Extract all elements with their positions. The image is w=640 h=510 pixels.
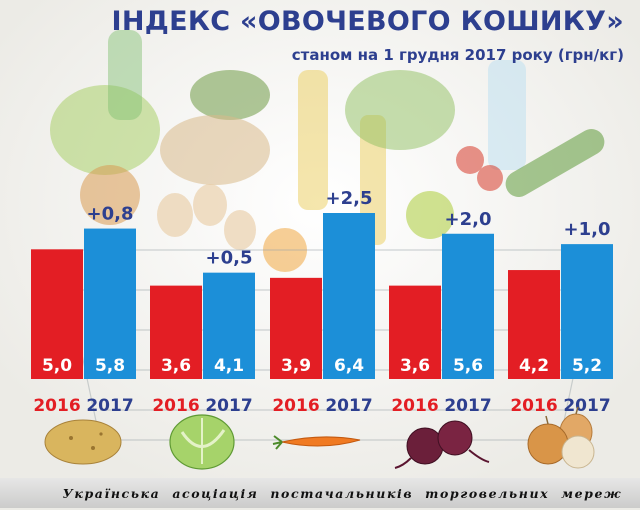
bar-2017	[203, 272, 255, 379]
year-label-2016: 2016	[272, 396, 319, 416]
bar-value-2016: 5,0	[42, 356, 72, 376]
onion-icon	[527, 406, 595, 469]
bar-value-2016: 3,6	[400, 356, 430, 376]
bar-value-2017: 5,6	[453, 356, 483, 376]
year-label-2016: 2016	[510, 396, 557, 416]
cabbage-icon	[169, 414, 235, 470]
delta-label: +0,8	[87, 204, 134, 225]
delta-label: +2,0	[445, 209, 492, 230]
year-label-2017: 2017	[444, 396, 491, 416]
bar-value-2016: 3,9	[281, 356, 311, 376]
bar-value-2017: 5,8	[95, 356, 125, 376]
potato-icon	[44, 419, 122, 465]
year-label-2017: 2017	[86, 396, 133, 416]
bar-2017	[561, 244, 613, 379]
page-title: ІНДЕКС «ОВОЧЕВОГО КОШИКУ»	[111, 6, 624, 37]
footer-banner: Українська асоціація постачальників торг…	[0, 478, 640, 508]
delta-label: +1,0	[564, 219, 611, 240]
beet-icon	[394, 420, 490, 469]
bar-value-2017: 4,1	[214, 356, 244, 376]
bar-2016	[508, 270, 560, 379]
footer-text: Українська асоціація постачальників торг…	[62, 485, 622, 501]
bar-value-2017: 5,2	[572, 356, 602, 376]
bar-2017	[442, 233, 494, 379]
bar-value-2016: 4,2	[519, 356, 549, 376]
carrot-icon	[272, 435, 361, 450]
bar-2016	[150, 285, 202, 379]
bar-2017	[323, 213, 375, 379]
year-label-2017: 2017	[563, 396, 610, 416]
year-label-2016: 2016	[33, 396, 80, 416]
page-subtitle: станом на 1 грудня 2017 року (грн/кг)	[291, 46, 624, 64]
bar-2017	[84, 228, 136, 379]
year-label-2017: 2017	[325, 396, 372, 416]
year-label-2016: 2016	[152, 396, 199, 416]
bar-2016	[270, 277, 322, 379]
delta-label: +0,5	[206, 248, 253, 269]
bar-value-2017: 6,4	[334, 356, 364, 376]
year-label-2016: 2016	[391, 396, 438, 416]
bar-2016	[31, 249, 83, 379]
delta-label: +2,5	[326, 188, 373, 209]
bar-value-2016: 3,6	[161, 356, 191, 376]
bar-2016	[389, 285, 441, 379]
year-label-2017: 2017	[205, 396, 252, 416]
